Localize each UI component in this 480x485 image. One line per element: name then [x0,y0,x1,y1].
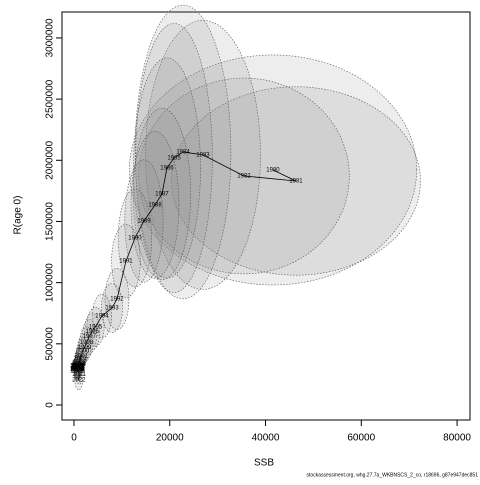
year-label: 1992 [110,297,124,303]
y-tick-label: 0 [45,402,56,408]
y-tick-label: 2000000 [45,140,56,179]
year-label: 1986 [160,166,174,172]
x-tick-label: 0 [71,433,77,444]
year-label: 1990 [128,236,142,242]
y-tick-label: 1000000 [45,263,56,302]
year-label: 1991 [119,259,133,265]
y-tick-label: 1500000 [45,202,56,241]
x-tick-label: 80000 [443,433,471,444]
year-label: 2022 [72,378,86,384]
year-label: 1980 [266,168,280,174]
x-tick-label: 20000 [156,433,184,444]
year-label: 1985 [167,156,181,162]
y-tick-label: 500000 [45,327,56,361]
year-label: 1988 [148,203,162,209]
year-label: 1987 [155,192,169,198]
chart: SSB R(age 0) stockassessment.org, whg.27… [0,0,480,480]
year-label: 1997 [83,334,97,340]
year-label: 1982 [237,174,251,180]
year-label: 1994 [95,314,109,320]
y-tick-label: 2500000 [45,79,56,118]
year-label: 1981 [289,179,303,185]
footer: stockassessment.org, whg.27.7a_WKBNSCS_2… [307,472,479,478]
x-tick-label: 40000 [252,433,280,444]
y-axis-label: R(age 0) [13,196,24,235]
year-label: 1993 [105,306,119,312]
year-label: 1989 [137,219,151,225]
x-axis-label: SSB [254,458,274,469]
y-tick-label: 3000000 [45,18,56,57]
year-label: 1983 [196,152,210,158]
x-tick-label: 60000 [347,433,375,444]
